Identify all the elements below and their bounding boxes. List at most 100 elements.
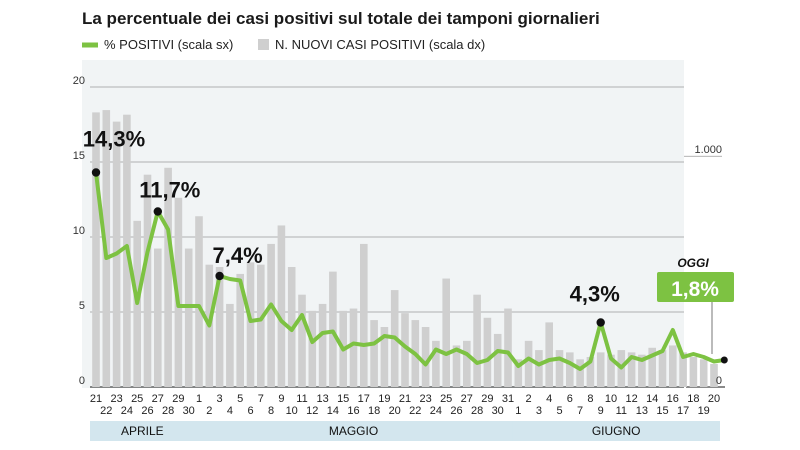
month-band — [90, 421, 195, 441]
bar-new-cases — [545, 322, 553, 387]
y-tick-label: 15 — [73, 150, 85, 162]
x-tick-label: 11 — [616, 405, 627, 417]
x-tick-label: 5 — [237, 393, 243, 405]
x-tick-label: 29 — [172, 393, 184, 405]
value-callouts: 14,3% 11,7% 7,4% 4,3% — [83, 127, 620, 307]
highlight-points — [91, 168, 728, 364]
bar-new-cases — [360, 243, 368, 387]
x-tick-label: 9 — [598, 405, 604, 417]
bar-new-cases — [638, 354, 646, 387]
x-tick-label: 11 — [296, 393, 307, 405]
month-bands: APRILE MAGGIO GIUGNO — [90, 421, 720, 441]
bar-new-cases — [432, 340, 440, 387]
x-tick-label: 30 — [183, 405, 195, 417]
x-tick-label: 13 — [636, 405, 648, 417]
bar-new-cases — [277, 225, 286, 387]
bar-new-cases — [154, 248, 162, 387]
bar-new-cases — [710, 363, 718, 387]
bar-new-cases — [246, 262, 255, 387]
x-tick-label: 18 — [368, 405, 380, 417]
x-tick-label: 30 — [492, 405, 504, 417]
today-label: OGGI — [677, 256, 709, 270]
bar-new-cases — [473, 294, 481, 387]
x-tick-label: 15 — [337, 393, 349, 405]
bar-new-cases — [689, 357, 698, 387]
bar-new-cases — [215, 267, 224, 387]
today-value: 1,8% — [671, 278, 719, 301]
value-callout: 14,3% — [83, 127, 145, 152]
legend-label-new-cases: N. NUOVI CASI POSITIVI (scala dx) — [275, 37, 485, 52]
x-tick-label: 15 — [656, 405, 668, 417]
chart-title: La percentuale dei casi positivi sul tot… — [82, 9, 600, 28]
today-badge — [657, 272, 734, 302]
bar-new-cases — [380, 327, 389, 387]
bar-new-cases — [607, 354, 615, 387]
legend-bar-swatch — [258, 39, 269, 50]
x-tick-label: 6 — [567, 393, 573, 405]
month-band — [512, 421, 720, 441]
today-point — [720, 356, 728, 364]
bar-new-cases — [318, 303, 327, 387]
x-tick-label: 10 — [286, 405, 298, 417]
y-axis-ticks: 0 5 10 15 20 1.000 0 — [73, 75, 722, 387]
x-tick-label: 27 — [152, 393, 164, 405]
bar-new-cases — [298, 294, 306, 387]
x-tick-label: 24 — [430, 405, 442, 417]
y-tick-label: 10 — [73, 225, 85, 237]
x-tick-label: 29 — [481, 393, 493, 405]
x-axis-ticks: 21 23 25 27 29 1 3 5 7 9 11 13 15 17 19 21 23 25 27 29 31 2 4 6… — [90, 393, 720, 417]
x-tick-label: 21 — [399, 393, 411, 405]
x-tick-label: 8 — [587, 393, 593, 405]
bar-new-cases — [92, 112, 100, 387]
x-tick-label: 1 — [196, 393, 202, 405]
x-tick-label: 24 — [121, 405, 133, 417]
bar-new-cases — [483, 317, 492, 387]
bar-new-cases — [493, 333, 502, 387]
bar-new-cases — [195, 216, 203, 387]
highlight-point — [215, 271, 224, 281]
x-tick-label: 14 — [327, 405, 339, 417]
bar-new-cases — [669, 345, 677, 387]
bar-new-cases — [226, 303, 234, 387]
legend: % POSITIVI (scala sx) N. NUOVI CASI POSI… — [82, 37, 485, 52]
month-label: MAGGIO — [329, 424, 378, 438]
today-callout: OGGI 1,8% — [657, 256, 734, 354]
x-tick-label: 12 — [306, 405, 318, 417]
x-tick-label: 4 — [546, 393, 552, 405]
bar-new-cases — [349, 308, 358, 387]
bar-new-cases — [504, 308, 512, 387]
positivity-polyline — [94, 170, 727, 371]
bar-new-cases — [679, 352, 687, 387]
x-tick-label: 28 — [471, 405, 483, 417]
highlight-point — [596, 318, 605, 327]
bar-new-cases — [627, 352, 636, 387]
bar-new-cases — [524, 340, 533, 387]
x-tick-label: 4 — [227, 405, 233, 417]
legend-label-positivity: % POSITIVI (scala sx) — [104, 37, 233, 52]
x-tick-label: 22 — [100, 405, 112, 417]
month-label: GIUGNO — [592, 424, 641, 438]
bar-new-cases — [370, 320, 378, 387]
y-tick-label: 0 — [79, 375, 85, 387]
x-tick-label: 23 — [419, 393, 431, 405]
x-tick-label: 22 — [409, 405, 421, 417]
bar-new-cases — [401, 313, 409, 387]
x-tick-label: 6 — [247, 405, 253, 417]
bar-new-cases — [164, 167, 172, 387]
bar-new-cases — [586, 357, 595, 387]
x-tick-label: 17 — [358, 393, 370, 405]
x-tick-label: 20 — [708, 393, 720, 405]
value-callout: 11,7% — [139, 178, 200, 203]
x-tick-label: 3 — [217, 393, 223, 405]
bar-new-cases — [452, 345, 461, 387]
bar-new-cases — [658, 350, 667, 387]
bar-new-cases — [535, 350, 543, 387]
bar-new-cases — [257, 264, 265, 387]
bar-new-cases — [329, 271, 337, 387]
bar-new-cases — [555, 350, 564, 387]
x-tick-label: 14 — [646, 393, 658, 405]
right-tick-label: 1.000 — [694, 144, 722, 156]
bar-new-cases — [308, 310, 317, 387]
bar-new-cases — [648, 347, 656, 387]
